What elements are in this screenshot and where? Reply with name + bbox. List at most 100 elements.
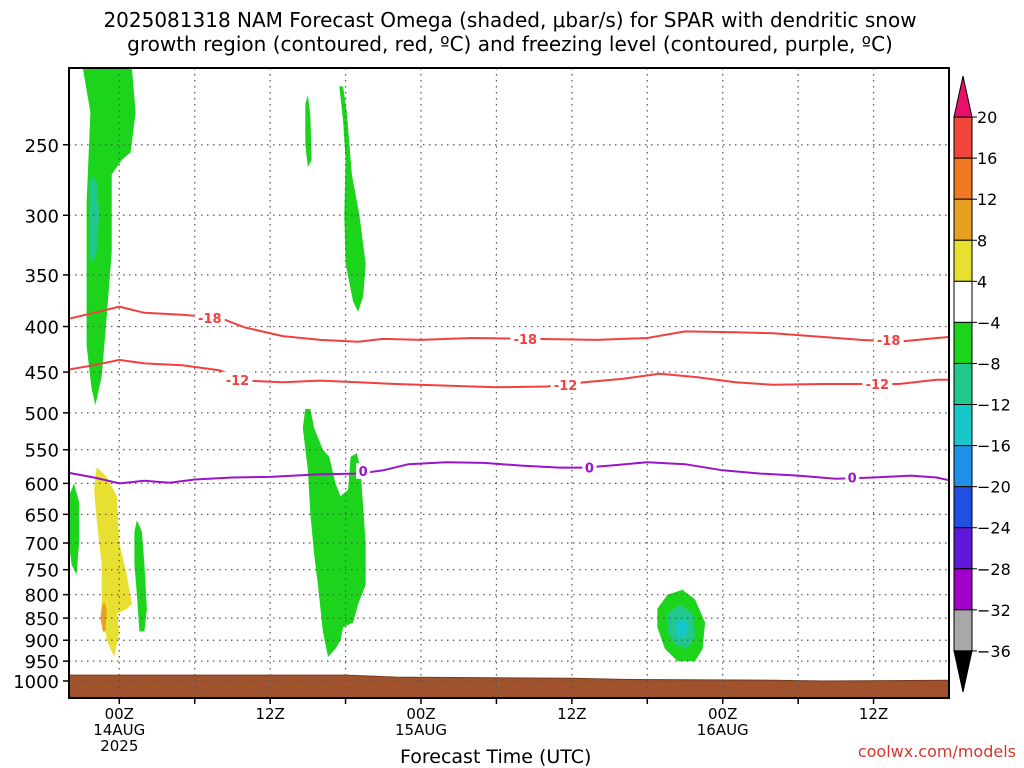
grid-lines xyxy=(69,68,949,698)
contour-label-bg xyxy=(222,371,253,388)
colorbar-label: 12 xyxy=(977,190,997,209)
y-tick-label: 800 xyxy=(25,586,59,607)
contour-label-bg xyxy=(510,330,541,347)
y-tick-label: 700 xyxy=(25,534,59,555)
contour-label-bg xyxy=(873,331,904,348)
omega-area-7 xyxy=(69,483,80,575)
colorbar-segment xyxy=(953,445,973,488)
colorbar-bottom-arrow xyxy=(953,650,973,693)
y-axis: 2503003504004505005506006507007508008509… xyxy=(13,136,69,693)
colorbar-segment xyxy=(953,116,973,159)
colorbar-segment xyxy=(953,362,973,406)
colorbar-label: −12 xyxy=(977,396,1011,415)
y-tick-label: 1000 xyxy=(13,672,59,693)
colorbar-segment xyxy=(953,404,973,447)
contour-label: 0 xyxy=(585,462,594,477)
y-tick-label: 450 xyxy=(25,363,59,384)
colorbar-label: 16 xyxy=(977,149,997,168)
colorbar-label: 20 xyxy=(977,108,997,127)
x-tick-label: 00Z xyxy=(708,705,737,723)
x-date-label: 15AUG xyxy=(395,721,447,739)
x-tick-label: 12Z xyxy=(859,705,888,723)
colorbar-label: −8 xyxy=(977,354,1001,373)
contour-label: 0 xyxy=(359,465,368,480)
omega-area-0 xyxy=(82,68,136,406)
colorbar-label: −36 xyxy=(977,642,1011,661)
omega-area-1 xyxy=(89,174,100,264)
y-tick-label: 500 xyxy=(25,404,59,425)
omega-area-2 xyxy=(305,95,312,168)
omega-area-6 xyxy=(100,601,107,632)
y-tick-label: 600 xyxy=(25,474,59,495)
colorbar-segment xyxy=(953,239,973,282)
colorbar-segment xyxy=(953,198,973,241)
contour-label-bg xyxy=(194,309,225,326)
x-year-label: 2025 xyxy=(100,737,138,755)
omega-area-4 xyxy=(302,409,366,657)
contour-label: -18 xyxy=(198,312,222,327)
contour-label-bg xyxy=(582,459,597,476)
y-tick-label: 550 xyxy=(25,441,59,462)
contour-label: 0 xyxy=(848,472,857,487)
contour-1 xyxy=(68,358,949,389)
colorbar-segment xyxy=(953,321,973,364)
x-date-label: 16AUG xyxy=(697,721,749,739)
x-date-label: 14AUG xyxy=(93,721,145,739)
y-tick-label: 650 xyxy=(25,505,59,526)
colorbar-label: −28 xyxy=(977,560,1011,579)
omega-area-8 xyxy=(134,520,147,632)
plot-area xyxy=(69,68,949,698)
contour-lines: -18 -18 -18 -12 -12 -12 0 0 0 xyxy=(68,305,950,487)
y-tick-label: 750 xyxy=(25,561,59,582)
x-tick-label: 00Z xyxy=(406,705,435,723)
colorbar-segment xyxy=(953,280,973,323)
contour-label-bg xyxy=(356,462,371,479)
colorbar-label: −20 xyxy=(977,478,1011,497)
colorbar-label: 4 xyxy=(977,272,987,291)
y-tick-label: 300 xyxy=(25,206,59,227)
colorbar-label: 8 xyxy=(977,231,987,250)
plot-background xyxy=(69,68,949,698)
y-tick-label: 350 xyxy=(25,266,59,287)
colorbar-segment xyxy=(953,486,973,529)
contour-label-bg xyxy=(862,375,893,392)
x-tick-label: 12Z xyxy=(557,705,586,723)
colorbar-label: −16 xyxy=(977,437,1011,456)
colorbar-label: −24 xyxy=(977,519,1011,538)
title-line-1: 2025081318 NAM Forecast Omega (shaded, μ… xyxy=(103,8,917,32)
contour-label: -18 xyxy=(877,334,901,349)
x-axis-label: Forecast Time (UTC) xyxy=(400,746,592,768)
y-tick-label: 850 xyxy=(25,609,59,630)
contour-label: -12 xyxy=(866,378,890,393)
y-tick-label: 900 xyxy=(25,631,59,652)
contour-label: -12 xyxy=(554,379,578,394)
y-tick-label: 950 xyxy=(25,652,59,673)
colorbar-segment xyxy=(953,609,973,652)
colorbar-segment xyxy=(953,527,973,570)
y-tick-label: 400 xyxy=(25,318,59,339)
watermark: coolwx.com/models xyxy=(857,742,1016,761)
omega-shading xyxy=(69,68,706,662)
plot-border xyxy=(68,67,950,699)
contour-2 xyxy=(68,461,950,485)
contour-label: -12 xyxy=(226,374,250,389)
y-tick-label: 250 xyxy=(25,136,59,157)
contour-label-bg xyxy=(550,376,581,393)
colorbar-segment xyxy=(953,157,973,200)
contour-label: -18 xyxy=(514,333,538,348)
colorbar-segment xyxy=(953,568,973,611)
colorbar: 20 16 12 8 4 −4 −8 −12 −16 −20 −24 −28 −32 −36 xyxy=(953,75,1011,693)
x-tick-label: 12Z xyxy=(255,705,284,723)
chart-title: 2025081318 NAM Forecast Omega (shaded, μ… xyxy=(0,8,1020,56)
colorbar-label: −4 xyxy=(977,313,1001,332)
contour-label-bg xyxy=(845,469,860,486)
contour-0 xyxy=(68,305,950,343)
omega-area-11 xyxy=(674,618,689,639)
x-tick-label: 00Z xyxy=(105,705,134,723)
colorbar-label: −32 xyxy=(977,601,1011,620)
plot-frame xyxy=(68,67,950,699)
colorbar-top-arrow xyxy=(953,75,973,118)
title-line-2: growth region (contoured, red, ºC) and f… xyxy=(127,32,893,56)
